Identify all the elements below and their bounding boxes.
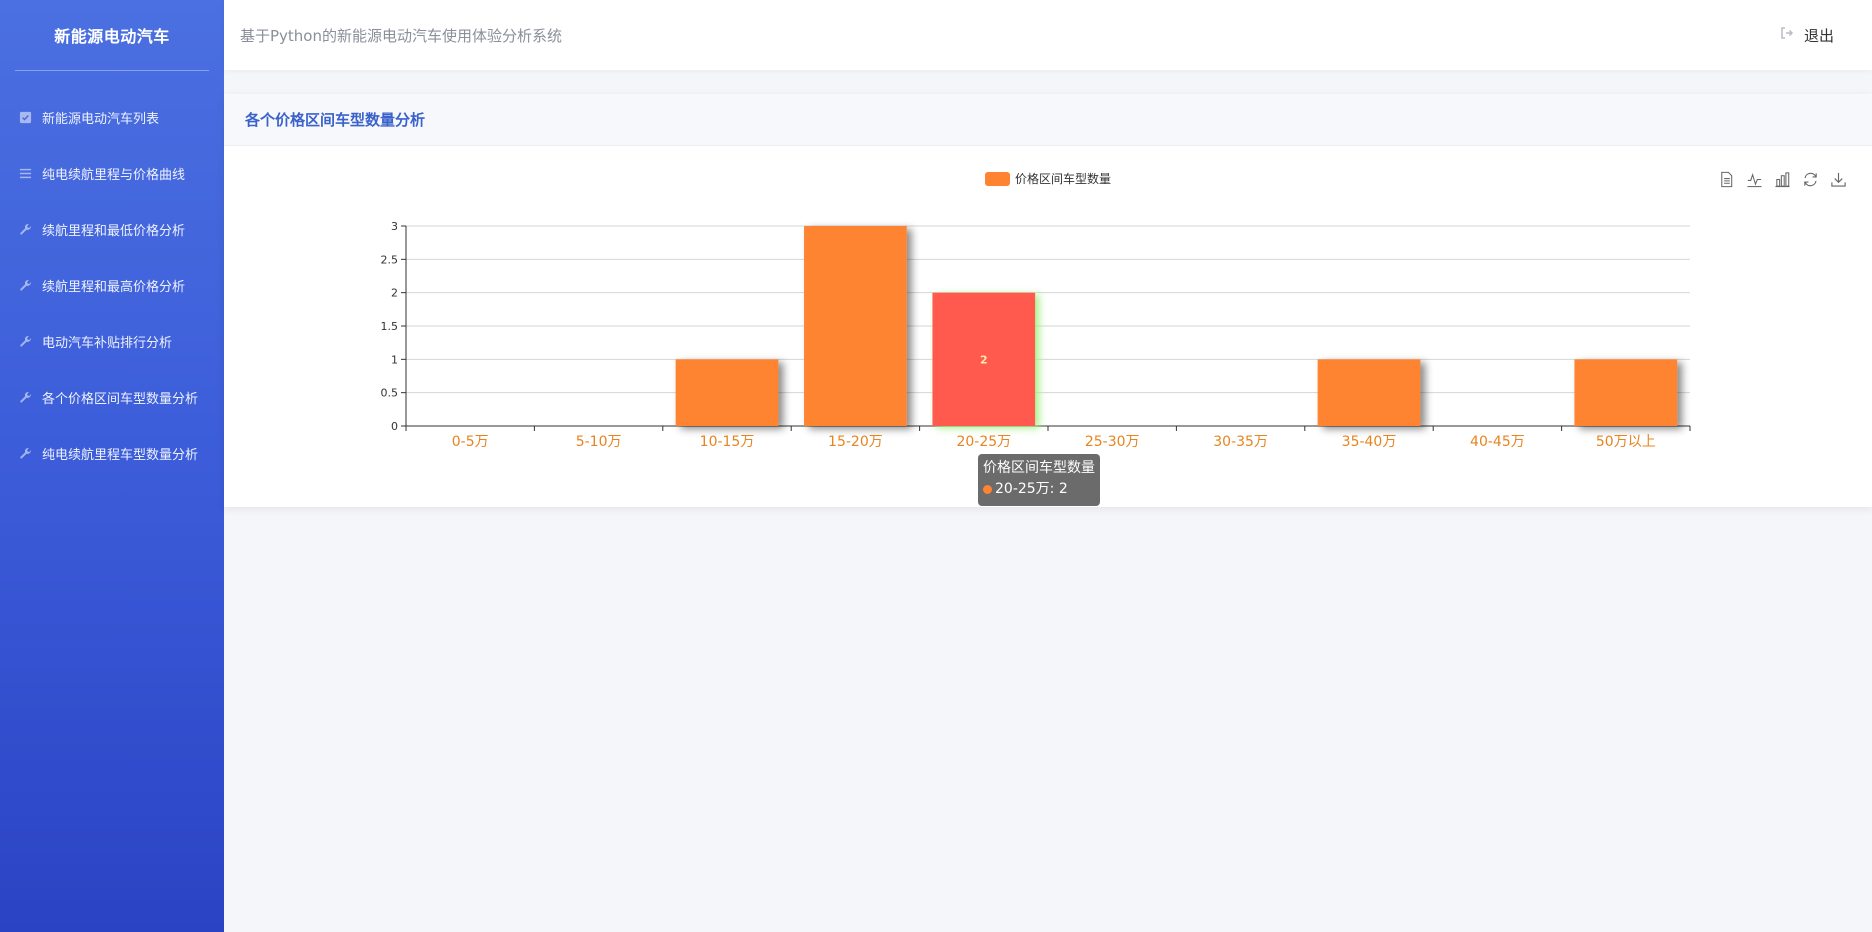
chart-legend: 价格区间车型数量 (985, 171, 1111, 186)
x-tick-label: 10-15万 (700, 434, 755, 450)
wrench-icon (18, 334, 32, 348)
list-icon (18, 166, 32, 180)
y-tick-label: 3 (391, 220, 398, 233)
wrench-icon (18, 222, 32, 236)
tooltip-entry-text: 20-25万: 2 (995, 481, 1068, 497)
card-title: 各个价格区间车型数量分析 (245, 111, 426, 129)
y-tick-label: 2 (391, 287, 398, 300)
system-title: 基于Python的新能源电动汽车使用体验分析系统 (240, 26, 562, 45)
sidebar-nav: 新能源电动汽车列表 纯电续航里程与价格曲线 续航里程和最低价格分析 续航里程和最… (0, 89, 224, 481)
wrench-icon (18, 390, 32, 404)
sidebar-item-label: 续航里程和最高价格分析 (42, 279, 186, 295)
save-image-icon[interactable] (1829, 170, 1848, 189)
wrench-icon (18, 446, 32, 460)
legend-swatch (985, 172, 1010, 186)
logout-label: 退出 (1803, 26, 1834, 45)
chart-tooltip: 价格区间车型数量 20-25万: 2 (978, 454, 1100, 506)
x-tick-label: 0-5万 (452, 434, 489, 450)
tooltip-marker (983, 484, 992, 494)
bar-chart-icon[interactable] (1773, 170, 1792, 189)
wrench-icon (18, 278, 32, 292)
x-tick-label: 35-40万 (1342, 434, 1397, 450)
bar (1317, 359, 1421, 426)
tooltip-series: 价格区间车型数量 (983, 460, 1095, 476)
sidebar-item-label: 新能源电动汽车列表 (42, 111, 160, 127)
brand-title: 新能源电动汽车 (54, 27, 170, 46)
sidebar-item-price-range-count[interactable]: 各个价格区间车型数量分析 (0, 369, 224, 425)
sign-out-icon (1780, 26, 1804, 44)
sidebar-item-range-max-price[interactable]: 续航里程和最高价格分析 (0, 257, 224, 313)
data-view-icon[interactable] (1717, 170, 1736, 189)
x-tick-label: 30-35万 (1213, 434, 1268, 450)
x-tick-label: 40-45万 (1470, 434, 1525, 450)
x-tick-label: 15-20万 (828, 434, 883, 450)
sidebar-item-label: 续航里程和最低价格分析 (42, 223, 186, 239)
sidebar-item-range-price-curve[interactable]: 纯电续航里程与价格曲线 (0, 145, 224, 201)
chart-card: 各个价格区间车型数量分析 价格区间车型数量 0 0.5 1 1.5 2 2.5 3 0-5万 5-… (224, 94, 1872, 507)
card-header: 各个价格区间车型数量分析 (224, 94, 1872, 146)
x-tick-label: 25-30万 (1085, 434, 1140, 450)
checkbox-icon (18, 110, 32, 124)
x-tick-label: 50万以上 (1596, 434, 1656, 450)
sidebar: 新能源电动汽车 新能源电动汽车列表 纯电续航里程与价格曲线 续航里程和最低价格分… (0, 0, 224, 932)
line-chart-icon[interactable] (1745, 170, 1764, 189)
sidebar-divider (15, 70, 209, 71)
sidebar-item-subsidy-ranking[interactable]: 电动汽车补贴排行分析 (0, 313, 224, 369)
x-tick-label: 5-10万 (576, 434, 622, 450)
sidebar-item-label: 各个价格区间车型数量分析 (42, 391, 199, 407)
legend-label: 价格区间车型数量 (1015, 171, 1111, 186)
price-range-bar-chart: 价格区间车型数量 0 0.5 1 1.5 2 2.5 3 0-5万 5-10万 10-15万 15-2… (381, 171, 1691, 450)
y-tick-label: 2.5 (381, 253, 399, 266)
bar (932, 292, 1036, 426)
chart-container: 价格区间车型数量 0 0.5 1 1.5 2 2.5 3 0-5万 5-10万 10-15万 15-2… (224, 146, 1872, 507)
logout-button[interactable]: 退出 (1780, 25, 1834, 46)
y-tick-label: 1.5 (381, 320, 399, 333)
sidebar-item-label: 纯电续航里程车型数量分析 (42, 447, 199, 463)
top-header: 基于Python的新能源电动汽车使用体验分析系统 退出 (224, 0, 1872, 70)
x-tick-label: 20-25万 (956, 434, 1011, 450)
chart-toolbox (1717, 170, 1848, 189)
bar (675, 359, 779, 426)
sidebar-item-label: 纯电续航里程与价格曲线 (42, 167, 186, 183)
y-tick-label: 0.5 (381, 387, 399, 400)
sidebar-item-ev-list[interactable]: 新能源电动汽车列表 (0, 89, 224, 145)
sidebar-item-range-min-price[interactable]: 续航里程和最低价格分析 (0, 201, 224, 257)
y-tick-label: 0 (391, 420, 398, 433)
restore-icon[interactable] (1801, 170, 1820, 189)
sidebar-item-label: 电动汽车补贴排行分析 (42, 335, 173, 351)
tooltip-entry: 20-25万: 2 (983, 479, 1095, 500)
bar (804, 226, 907, 426)
bar (1574, 359, 1678, 426)
sidebar-item-range-model-count[interactable]: 纯电续航里程车型数量分析 (0, 425, 224, 481)
y-tick-label: 1 (391, 353, 398, 366)
data-label: 2 (980, 353, 988, 366)
